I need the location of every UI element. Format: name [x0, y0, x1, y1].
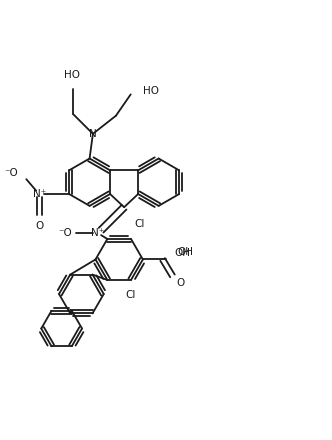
Text: Cl: Cl	[134, 219, 145, 229]
Text: OH: OH	[177, 247, 194, 257]
Text: N⁺: N⁺	[91, 228, 105, 238]
Text: HO: HO	[143, 86, 159, 96]
Text: ⁻O: ⁻O	[4, 168, 18, 178]
Text: N: N	[89, 129, 97, 139]
Text: Cl: Cl	[126, 290, 136, 300]
Text: HO: HO	[63, 70, 79, 80]
Text: O: O	[36, 221, 43, 231]
Text: O: O	[176, 278, 185, 288]
Text: OH: OH	[174, 248, 190, 258]
Text: N⁺: N⁺	[33, 189, 46, 199]
Text: ⁻O: ⁻O	[58, 228, 72, 238]
